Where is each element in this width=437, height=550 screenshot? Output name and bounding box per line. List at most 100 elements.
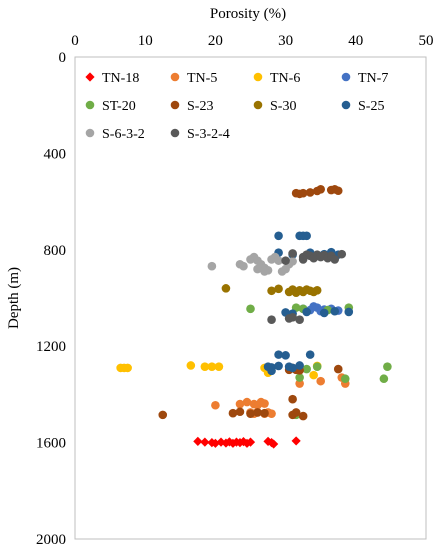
legend-marker [341, 100, 351, 110]
data-point [207, 362, 217, 371]
data-point [245, 437, 256, 447]
data-point [298, 255, 308, 264]
data-point [295, 373, 304, 382]
x-tick-label: 10 [138, 33, 153, 49]
legend-label: TN-18 [102, 71, 139, 86]
data-point [274, 361, 283, 371]
legend-marker [170, 100, 180, 110]
data-point [274, 284, 283, 294]
legend-marker [341, 72, 351, 82]
data-point [239, 261, 248, 271]
data-point [242, 397, 252, 407]
data-point [333, 364, 343, 374]
data-point [288, 249, 297, 258]
data-point [291, 436, 301, 446]
data-point [295, 379, 304, 388]
legend-label: S-25 [358, 99, 384, 114]
data-point [298, 411, 308, 421]
data-point [267, 366, 276, 376]
data-point [200, 362, 210, 371]
data-point [291, 408, 301, 417]
data-point [253, 264, 262, 274]
legend-marker [85, 128, 95, 138]
y-tick-label: 400 [44, 146, 67, 162]
x-axis-title: Porosity (%) [210, 6, 286, 22]
x-tick-label: 20 [208, 33, 223, 49]
legend-label: S-6-3-2 [102, 127, 145, 142]
data-point [214, 362, 224, 371]
data-point [298, 188, 308, 198]
data-point [288, 312, 297, 322]
legend-marker [253, 100, 263, 110]
data-point [238, 437, 249, 447]
data-point [263, 436, 273, 446]
data-point [235, 407, 245, 417]
series-s-6-3-2 [207, 252, 297, 276]
data-point [288, 394, 297, 404]
series-s-30 [221, 284, 322, 297]
y-tick-label: 800 [44, 243, 67, 259]
data-point [221, 438, 231, 448]
legend-marker [170, 72, 180, 82]
y-tick-label: 2000 [36, 532, 66, 548]
x-axis-ticks: 0 10 20 30 40 50 [71, 33, 433, 49]
data-point [330, 255, 340, 264]
data-point [344, 307, 354, 317]
data-point [274, 231, 283, 241]
data-point [158, 410, 168, 420]
data-point [260, 408, 269, 418]
data-point [281, 351, 290, 360]
data-point [309, 370, 318, 380]
data-point [123, 363, 132, 373]
data-point [211, 400, 220, 410]
data-point [235, 399, 245, 409]
data-point [305, 350, 315, 359]
y-tick-label: 0 [59, 50, 67, 66]
x-tick-label: 30 [278, 33, 293, 49]
data-point [379, 374, 389, 384]
legend-label: ST-20 [102, 99, 136, 114]
legend-marker [85, 100, 95, 110]
y-tick-label: 1200 [36, 339, 66, 355]
data-markers [116, 185, 392, 449]
data-point [281, 256, 290, 265]
data-point [302, 364, 311, 374]
data-point [288, 257, 297, 266]
data-point [267, 286, 276, 296]
plot-area [74, 56, 427, 540]
data-point [312, 285, 322, 295]
data-point [186, 361, 196, 370]
data-point [246, 409, 255, 418]
y-axis-title: Depth (m) [6, 267, 22, 329]
data-point [305, 188, 315, 197]
series-tn-18 [193, 436, 301, 449]
data-point [267, 315, 276, 324]
data-point [246, 304, 255, 314]
y-tick-label: 1600 [36, 436, 66, 452]
legend: TN-18 TN-5 TN-6 TN-7 ST-20 S-23 S-30 S-25 S-6-3-… [85, 71, 388, 142]
legend-marker [170, 128, 180, 138]
data-point [337, 249, 347, 259]
legend-marker [253, 72, 263, 82]
data-point [228, 408, 238, 418]
data-point [267, 409, 276, 418]
data-point [295, 361, 304, 370]
data-point [260, 399, 269, 408]
legend-label: S-3-2-4 [187, 127, 230, 142]
x-tick-label: 50 [419, 33, 434, 49]
data-point [319, 308, 329, 318]
data-point [340, 374, 350, 384]
data-point [260, 267, 269, 276]
data-point [312, 362, 322, 371]
y-axis-ticks: 0 400 800 1200 1600 2000 [36, 50, 66, 548]
legend-label: S-23 [187, 99, 213, 114]
legend-marker [85, 72, 95, 82]
data-point [274, 256, 283, 265]
series-s-3-2-4 [267, 249, 347, 324]
data-point [330, 306, 340, 316]
data-point [383, 362, 392, 371]
legend-label: TN-5 [187, 71, 217, 86]
legend-label: TN-6 [270, 71, 300, 86]
data-point [269, 439, 279, 449]
